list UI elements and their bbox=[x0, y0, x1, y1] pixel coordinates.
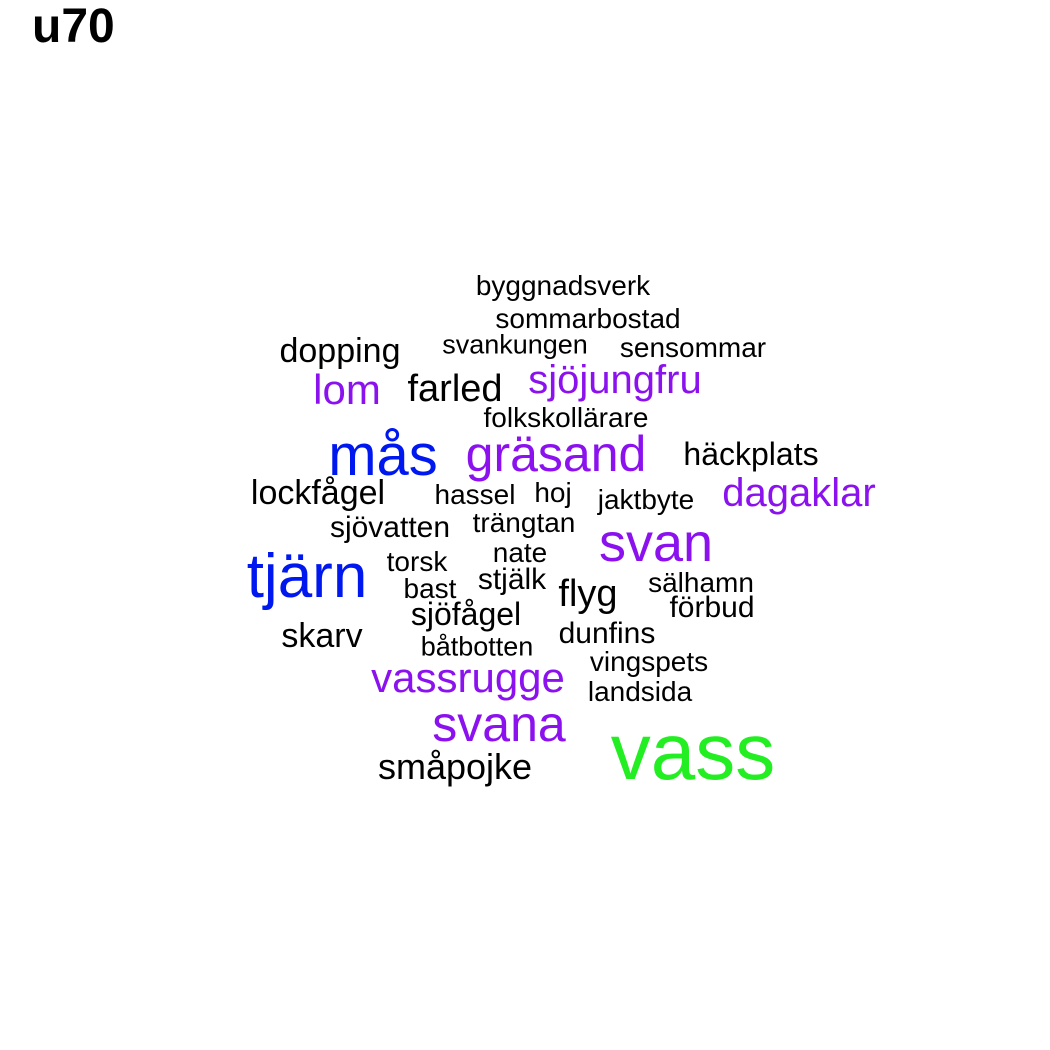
cloud-word: mås bbox=[328, 423, 438, 488]
cloud-word: byggnadsverk bbox=[475, 270, 651, 301]
cloud-word: vingspets bbox=[589, 646, 709, 677]
cloud-word: dopping bbox=[279, 332, 401, 370]
cloud-word: dunfins bbox=[558, 617, 656, 650]
cloud-word: nate bbox=[492, 537, 548, 568]
cloud-word: gräsand bbox=[465, 426, 647, 482]
cloud-word: förbud bbox=[669, 591, 755, 624]
cloud-word: svankungen bbox=[442, 329, 588, 360]
cloud-word: båtbotten bbox=[420, 631, 534, 662]
cloud-word: hassel bbox=[434, 479, 516, 510]
cloud-word: skarv bbox=[281, 617, 363, 655]
cloud-word: vassrugge bbox=[371, 654, 565, 701]
cloud-word: dagaklar bbox=[722, 471, 876, 515]
cloud-word: sjöjungfru bbox=[528, 358, 702, 402]
cloud-word: farled bbox=[407, 368, 503, 410]
cloud-word: flyg bbox=[558, 573, 618, 615]
cloud-word: stjälk bbox=[477, 563, 547, 596]
cloud-word: svana bbox=[432, 696, 566, 752]
cloud-word: sjöfågel bbox=[410, 596, 522, 632]
cloud-word: sensommar bbox=[619, 332, 767, 363]
cloud-word: lockfågel bbox=[250, 474, 386, 512]
cloud-word: sälhamn bbox=[648, 567, 754, 598]
cloud-word: bast bbox=[403, 573, 457, 604]
cloud-word: lom bbox=[313, 366, 381, 413]
cloud-word: tjärn bbox=[246, 542, 368, 611]
cloud-word: folkskollärare bbox=[483, 402, 649, 433]
cloud-word: sjövatten bbox=[329, 511, 451, 544]
cloud-word: torsk bbox=[386, 546, 448, 577]
cloud-word: vass bbox=[610, 707, 776, 796]
cloud-word: hoj bbox=[534, 477, 572, 508]
cloud-word: landsida bbox=[587, 676, 693, 707]
cloud-word: småpojke bbox=[377, 746, 533, 787]
cloud-word: häckplats bbox=[683, 436, 819, 472]
cloud-word: sommarbostad bbox=[495, 303, 681, 334]
page-title: u70 bbox=[32, 0, 115, 53]
cloud-word: svan bbox=[598, 513, 714, 573]
cloud-word: jaktbyte bbox=[597, 484, 695, 515]
cloud-word: trängtan bbox=[472, 507, 576, 538]
